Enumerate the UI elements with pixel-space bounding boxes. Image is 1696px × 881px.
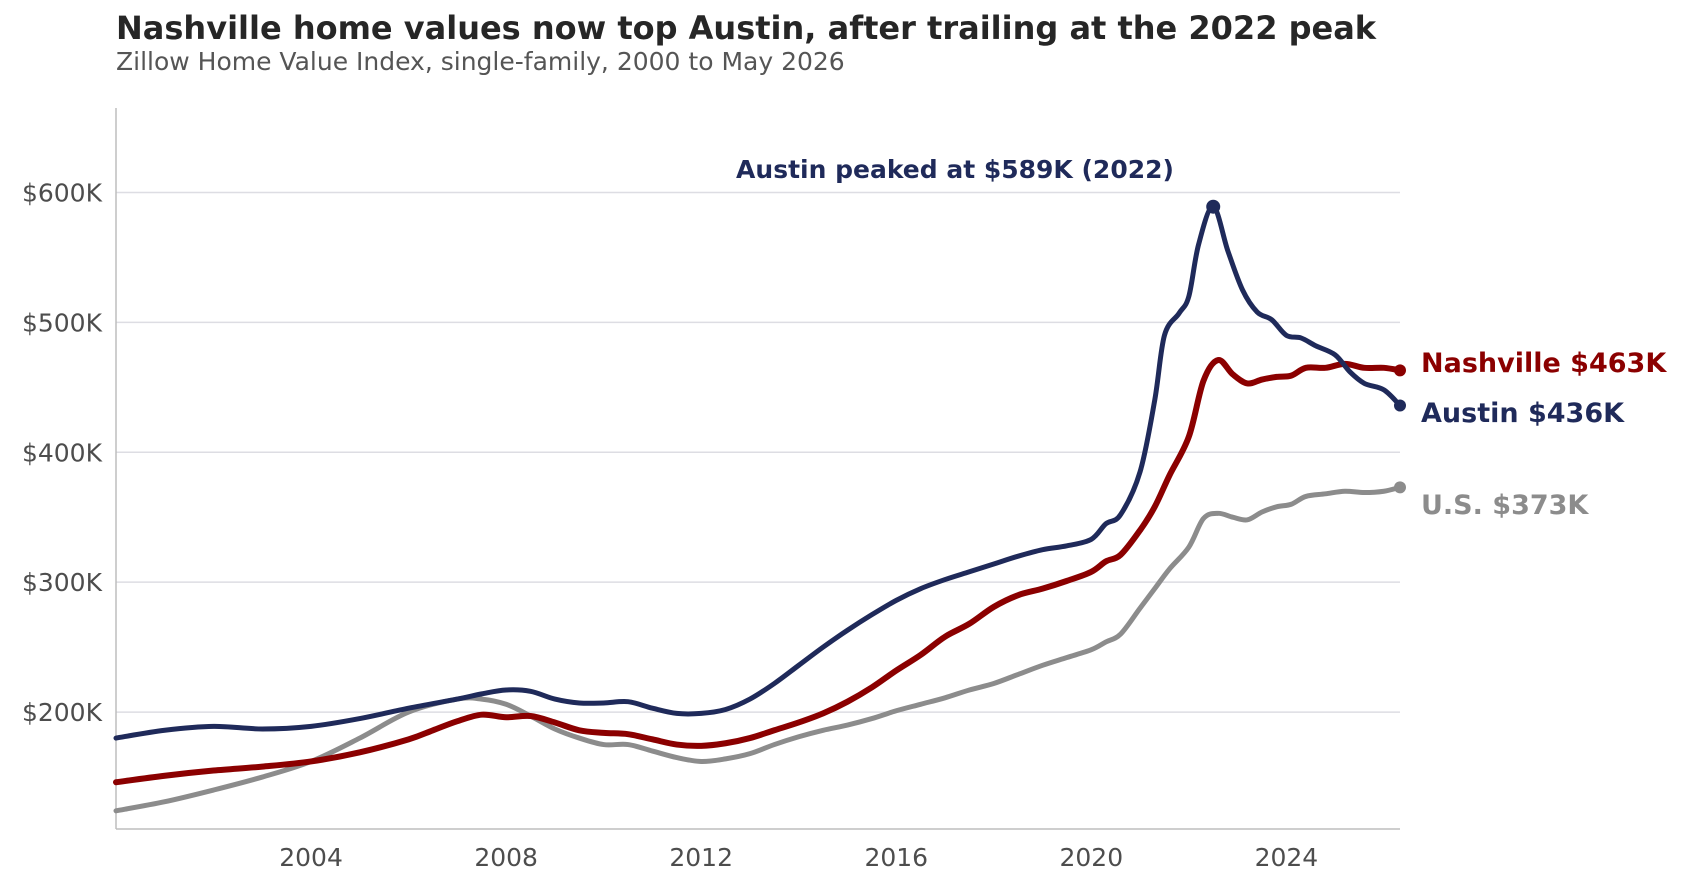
y-gridlines bbox=[116, 191, 1400, 713]
x-tick-label: 2004 bbox=[279, 843, 343, 872]
y-tick-labels: $200K $300K $400K $500K $600K bbox=[22, 178, 103, 727]
y-tick-label: $600K bbox=[22, 178, 103, 207]
series-markers bbox=[1206, 199, 1406, 494]
chart-title: Nashville home values now top Austin, af… bbox=[116, 9, 1377, 47]
series-line-nashville bbox=[113, 357, 1403, 786]
end-label: Austin $436K bbox=[1421, 398, 1625, 429]
end-point-marker bbox=[1394, 364, 1406, 377]
peak-annotation: Austin peaked at $589K (2022) bbox=[736, 155, 1174, 184]
chart-subtitle: Zillow Home Value Index, single-family, … bbox=[116, 47, 845, 76]
x-tick-label: 2016 bbox=[864, 843, 928, 872]
end-label: Nashville $463K bbox=[1421, 348, 1667, 379]
x-tick-labels: 2004 2008 2012 2016 2020 2024 bbox=[279, 843, 1318, 872]
end-label: U.S. $373K bbox=[1421, 490, 1589, 521]
y-tick-label: $300K bbox=[22, 568, 103, 597]
series-line-us bbox=[113, 484, 1403, 814]
peak-marker bbox=[1206, 199, 1221, 214]
end-point-marker bbox=[1394, 481, 1406, 494]
x-tick-label: 2008 bbox=[474, 843, 538, 872]
y-tick-label: $200K bbox=[22, 698, 103, 727]
x-tick-label: 2024 bbox=[1255, 843, 1319, 872]
x-tick-label: 2012 bbox=[669, 843, 733, 872]
end-point-marker bbox=[1394, 399, 1406, 412]
y-tick-label: $400K bbox=[22, 438, 103, 467]
series-end-labels: U.S. $373K Nashville $463K Austin $436K bbox=[1421, 348, 1667, 521]
y-tick-label: $500K bbox=[22, 308, 103, 337]
series-lines bbox=[113, 204, 1403, 814]
x-tick-label: 2020 bbox=[1060, 843, 1124, 872]
axes bbox=[115, 108, 1400, 830]
series-line-austin bbox=[113, 204, 1403, 741]
